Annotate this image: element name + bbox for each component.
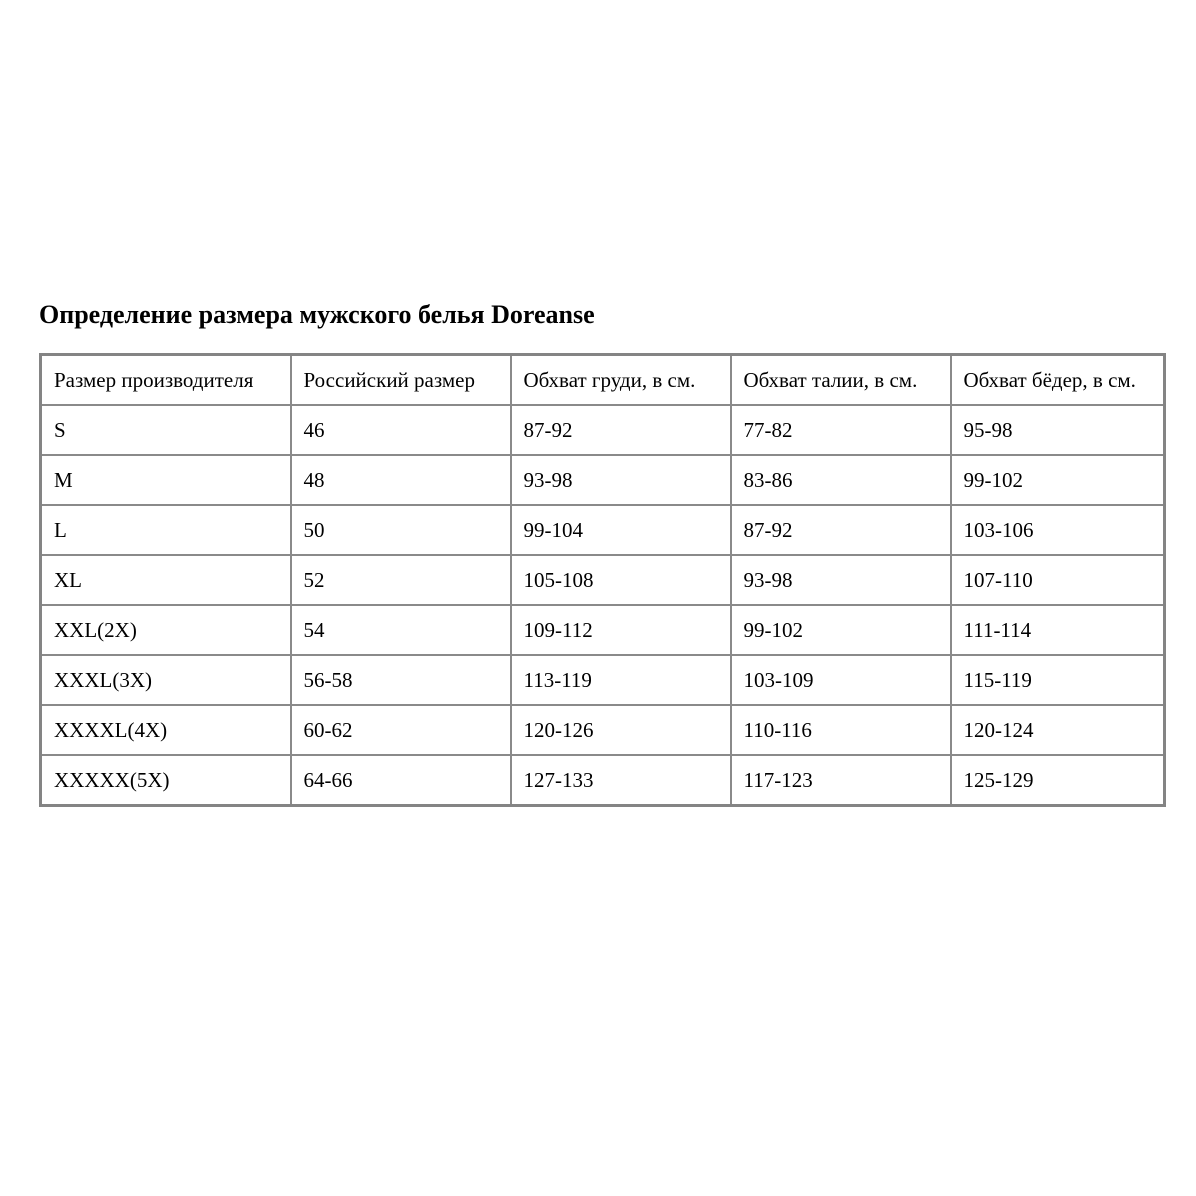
cell-manufacturer-size: XXXXL(4X) [39, 704, 292, 756]
table-header-row: Размер производителя Российский размер О… [39, 353, 1166, 406]
column-header-hips: Обхват бёдер, в см. [949, 353, 1166, 406]
cell-hips: 111-114 [949, 604, 1166, 656]
column-header-russian-size: Российский размер [289, 353, 512, 406]
cell-waist: 87-92 [729, 504, 952, 556]
cell-chest: 127-133 [509, 754, 732, 807]
table-row: XL 52 105-108 93-98 107-110 [39, 554, 1166, 606]
table-row: L 50 99-104 87-92 103-106 [39, 504, 1166, 556]
table-row: XXXL(3X) 56-58 113-119 103-109 115-119 [39, 654, 1166, 706]
cell-hips: 95-98 [949, 404, 1166, 456]
cell-russian-size: 64-66 [289, 754, 512, 807]
column-header-chest: Обхват груди, в см. [509, 353, 732, 406]
column-header-manufacturer-size: Размер производителя [39, 353, 292, 406]
cell-chest: 113-119 [509, 654, 732, 706]
cell-manufacturer-size: M [39, 454, 292, 506]
cell-russian-size: 56-58 [289, 654, 512, 706]
table-row: XXXXX(5X) 64-66 127-133 117-123 125-129 [39, 754, 1166, 807]
cell-waist: 103-109 [729, 654, 952, 706]
cell-chest: 93-98 [509, 454, 732, 506]
cell-russian-size: 46 [289, 404, 512, 456]
cell-russian-size: 60-62 [289, 704, 512, 756]
cell-manufacturer-size: XXL(2X) [39, 604, 292, 656]
cell-hips: 107-110 [949, 554, 1166, 606]
cell-chest: 109-112 [509, 604, 732, 656]
cell-waist: 110-116 [729, 704, 952, 756]
cell-chest: 105-108 [509, 554, 732, 606]
cell-manufacturer-size: XXXXX(5X) [39, 754, 292, 807]
document-page: Определение размера мужского белья Dorea… [39, 300, 1166, 807]
table-row: M 48 93-98 83-86 99-102 [39, 454, 1166, 506]
cell-manufacturer-size: XL [39, 554, 292, 606]
cell-russian-size: 54 [289, 604, 512, 656]
cell-waist: 117-123 [729, 754, 952, 807]
cell-russian-size: 50 [289, 504, 512, 556]
cell-russian-size: 48 [289, 454, 512, 506]
cell-manufacturer-size: S [39, 404, 292, 456]
cell-chest: 120-126 [509, 704, 732, 756]
page-title: Определение размера мужского белья Dorea… [39, 300, 595, 329]
cell-waist: 77-82 [729, 404, 952, 456]
size-chart-table: Размер производителя Российский размер О… [39, 353, 1166, 807]
cell-hips: 115-119 [949, 654, 1166, 706]
cell-russian-size: 52 [289, 554, 512, 606]
cell-waist: 83-86 [729, 454, 952, 506]
table-row: XXL(2X) 54 109-112 99-102 111-114 [39, 604, 1166, 656]
cell-hips: 125-129 [949, 754, 1166, 807]
table-row: XXXXL(4X) 60-62 120-126 110-116 120-124 [39, 704, 1166, 756]
table-row: S 46 87-92 77-82 95-98 [39, 404, 1166, 456]
cell-chest: 87-92 [509, 404, 732, 456]
cell-manufacturer-size: XXXL(3X) [39, 654, 292, 706]
column-header-waist: Обхват талии, в см. [729, 353, 952, 406]
cell-hips: 103-106 [949, 504, 1166, 556]
cell-hips: 99-102 [949, 454, 1166, 506]
cell-hips: 120-124 [949, 704, 1166, 756]
cell-manufacturer-size: L [39, 504, 292, 556]
cell-chest: 99-104 [509, 504, 732, 556]
cell-waist: 93-98 [729, 554, 952, 606]
cell-waist: 99-102 [729, 604, 952, 656]
